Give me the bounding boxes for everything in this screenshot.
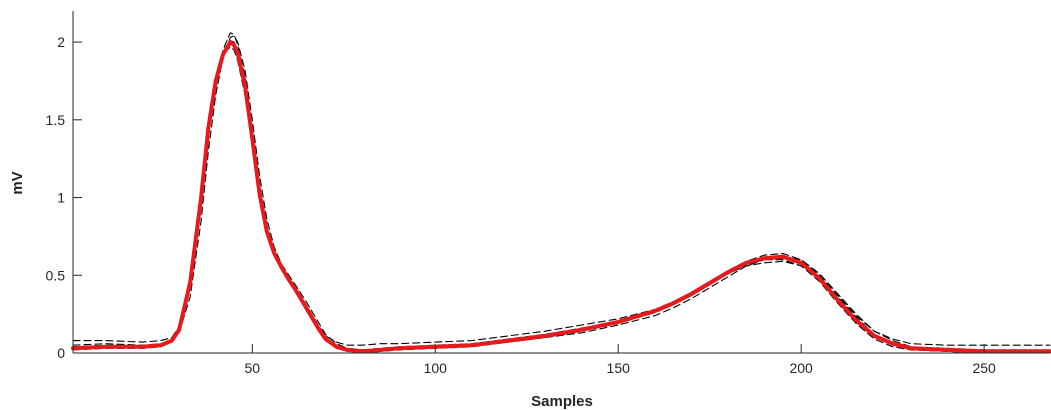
beat-line-3 <box>72 46 1051 354</box>
beat-line-1 <box>72 32 1051 346</box>
mean-beat-line <box>71 40 1051 354</box>
x-tick-label: 100 <box>424 360 448 376</box>
y-tick-label: 1.5 <box>46 112 66 128</box>
x-tick-label: 50 <box>245 360 261 376</box>
y-tick-label: 0.5 <box>46 267 66 283</box>
y-tick-label: 0 <box>57 345 65 361</box>
beat-line-2 <box>72 35 1051 351</box>
y-tick-label: 1 <box>57 190 65 206</box>
x-tick-label: 200 <box>789 360 813 376</box>
y-axis-title: mV <box>9 171 26 194</box>
axes: 50 100 150 200 250 0 0.5 1 1.5 2 <box>46 11 1050 376</box>
x-axis-title: Samples <box>531 393 593 410</box>
y-tick-label: 2 <box>57 34 65 50</box>
beat-line-4 <box>72 43 1051 351</box>
x-tick-label: 250 <box>972 360 996 376</box>
beat-line-5 <box>72 39 1051 352</box>
series-lines <box>71 32 1051 354</box>
x-tick-label: 150 <box>607 360 631 376</box>
